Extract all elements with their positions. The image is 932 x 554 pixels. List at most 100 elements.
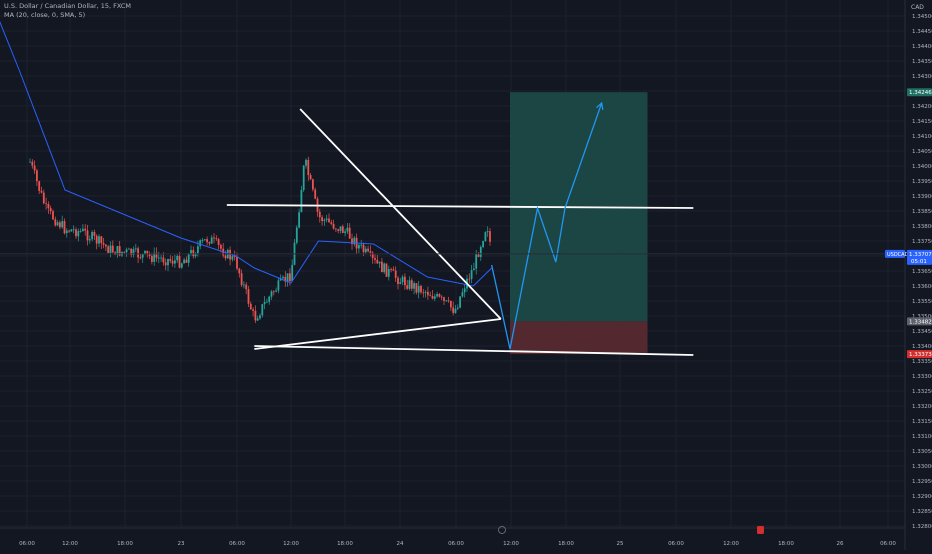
price-tick-label: 1.33350 bbox=[912, 359, 932, 365]
time-tick-label: 18:00 bbox=[337, 541, 353, 547]
candle-body bbox=[318, 211, 321, 218]
candle-body bbox=[70, 229, 73, 232]
projection-arrowhead[interactable] bbox=[596, 101, 604, 111]
time-tick-label: 18:00 bbox=[558, 541, 574, 547]
candle-body bbox=[399, 282, 402, 285]
candle-body bbox=[420, 285, 422, 293]
candle-body bbox=[445, 300, 448, 302]
candle-body bbox=[141, 253, 144, 258]
price-tick-label: 1.32950 bbox=[912, 479, 932, 485]
candle-body bbox=[484, 232, 487, 242]
last-price-label: 1.33707 bbox=[909, 252, 932, 258]
candle-body bbox=[169, 259, 172, 261]
resistance-line[interactable] bbox=[226, 204, 694, 209]
candle-body bbox=[282, 276, 284, 279]
price-tick-label: 1.33150 bbox=[912, 419, 932, 425]
time-axis[interactable]: 06:00 12:00 18:00 23 06:00 12:00 18:00 24 06:00 1… bbox=[0, 526, 905, 547]
price-tick-label: 1.33650 bbox=[912, 269, 932, 275]
price-tick-label: 1.34100 bbox=[912, 134, 932, 140]
candle-body bbox=[413, 283, 415, 289]
candle-body bbox=[201, 240, 204, 242]
candle-body bbox=[229, 249, 231, 260]
projection-path[interactable] bbox=[491, 102, 603, 350]
candle-body bbox=[351, 238, 353, 245]
trendline-drawings[interactable] bbox=[226, 101, 694, 356]
candle-body bbox=[185, 259, 188, 263]
candle-body bbox=[394, 270, 397, 278]
candle-body bbox=[102, 243, 105, 245]
candle-body bbox=[215, 238, 218, 240]
candle-body bbox=[470, 270, 473, 279]
symbol-tag: USDCAD bbox=[887, 252, 909, 258]
candle-body bbox=[107, 246, 110, 254]
triangle-bottom-line[interactable] bbox=[254, 318, 501, 350]
candle-body bbox=[109, 245, 112, 254]
bar-countdown: 05:01 bbox=[911, 259, 927, 265]
candle-body bbox=[362, 244, 365, 253]
candle-body bbox=[261, 304, 264, 316]
price-tick-label: 1.33300 bbox=[912, 374, 932, 380]
news-event-icon[interactable] bbox=[757, 526, 764, 534]
candle-body bbox=[183, 259, 185, 264]
price-tick-label: 1.33600 bbox=[912, 284, 932, 290]
indicator-title[interactable]: MA (20, close, 0, SMA, 5) bbox=[4, 11, 86, 19]
candle-body bbox=[314, 189, 317, 199]
candle-body bbox=[277, 280, 280, 291]
candle-body bbox=[238, 268, 241, 274]
candle-body bbox=[424, 291, 427, 293]
candle-body bbox=[387, 269, 390, 277]
candle-body bbox=[65, 230, 68, 234]
candle-body bbox=[132, 249, 135, 255]
symbol-title[interactable]: U.S. Dollar / Canadian Dollar, 15, FXCM bbox=[4, 2, 132, 10]
candle-body bbox=[312, 179, 314, 190]
candle-body bbox=[378, 261, 381, 264]
candle-body bbox=[417, 285, 420, 293]
candle-body bbox=[337, 229, 340, 231]
candle-body bbox=[61, 221, 64, 228]
candle-body bbox=[433, 296, 436, 299]
time-tick-label: 06:00 bbox=[19, 541, 35, 547]
candle-body bbox=[111, 245, 114, 253]
time-tick-label: 06:00 bbox=[880, 541, 896, 547]
candle-body bbox=[376, 259, 379, 264]
symbol-tag-bg bbox=[885, 249, 905, 258]
candle-body bbox=[298, 212, 300, 228]
candle-body bbox=[139, 257, 142, 259]
stop-zone bbox=[510, 321, 648, 355]
candle-body bbox=[291, 264, 294, 282]
candle-body bbox=[77, 231, 80, 237]
candle-body bbox=[461, 292, 464, 297]
candle-body bbox=[323, 219, 326, 222]
candle-body bbox=[339, 226, 342, 231]
candle-body bbox=[252, 309, 254, 311]
time-tick-label: 12:00 bbox=[503, 541, 519, 547]
time-tick-label: 06:00 bbox=[229, 541, 245, 547]
candle-body bbox=[178, 255, 181, 268]
price-tick-label: 1.32900 bbox=[912, 494, 932, 500]
triangle-top-line[interactable] bbox=[299, 108, 502, 320]
candle-body bbox=[146, 250, 149, 254]
candle-body bbox=[422, 292, 425, 294]
candle-body bbox=[42, 192, 45, 204]
support-line[interactable] bbox=[254, 345, 694, 356]
event-marker-icon[interactable] bbox=[498, 526, 506, 534]
time-tick-label: 25 bbox=[617, 541, 624, 547]
candle-body bbox=[295, 227, 298, 243]
candle-body bbox=[486, 231, 489, 233]
candle-body bbox=[190, 250, 192, 254]
candle-body bbox=[31, 161, 34, 166]
candle-body bbox=[284, 276, 287, 282]
candle-body bbox=[176, 255, 179, 261]
price-tick-label: 1.33450 bbox=[912, 329, 932, 335]
candle-body bbox=[52, 211, 54, 220]
candle-body bbox=[157, 257, 160, 259]
candle-body bbox=[390, 269, 392, 270]
time-tick-label: 26 bbox=[837, 541, 844, 547]
price-tick-label: 1.33850 bbox=[912, 209, 932, 215]
time-tick-label: 12:00 bbox=[62, 541, 78, 547]
candle-body bbox=[438, 294, 441, 297]
candle-body bbox=[404, 276, 406, 286]
